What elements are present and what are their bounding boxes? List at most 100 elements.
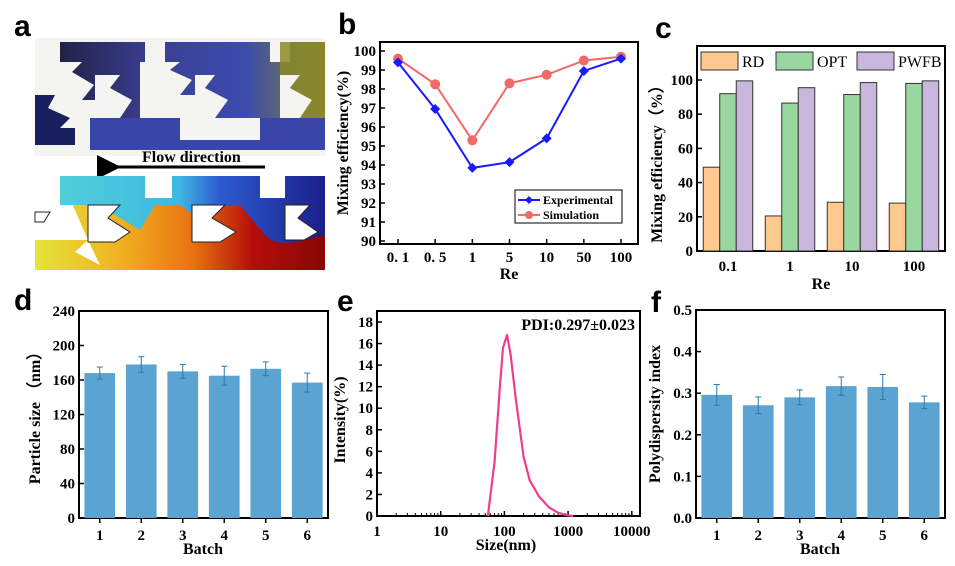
y-tick-label-d: 160 — [53, 373, 76, 389]
flow-direction-label: Flow direction — [142, 149, 241, 166]
data-point-simulation — [578, 55, 589, 66]
y-tick-label-b: 91 — [361, 215, 376, 231]
panel-letter-f: f — [651, 286, 662, 319]
panel-letter-e: e — [337, 285, 354, 318]
y-tick-label-b: 96 — [361, 120, 377, 136]
x-tick-label-d: 6 — [304, 528, 312, 544]
y-tick-label-f: 0.0 — [673, 511, 692, 527]
y-tick-label-d: 200 — [53, 339, 76, 355]
y-tick-label-d: 0 — [68, 511, 76, 527]
plot-frame-f — [695, 309, 946, 519]
bar-opt — [781, 102, 799, 252]
x-tick-label-e: 100 — [493, 524, 516, 540]
y-tick-label-c: 80 — [678, 107, 693, 123]
y-tick-label-f: 0.5 — [673, 303, 692, 319]
y-tick-label-b: 95 — [361, 139, 376, 155]
panel-b-line-chart: b 90 91 92 93 94 95 96 97 98 99 100 0. 1 0. 5 1 5 10 50 1… — [335, 8, 639, 283]
panel-f-bar-chart: f 0.0 0.1 0.2 0.3 0.4 0.5 1 2 3 4 5 6 Batch Polydis… — [647, 286, 946, 558]
data-point-experimental — [541, 133, 552, 144]
legend-swatch-pwfb — [856, 51, 895, 71]
panel-letter-d: d — [14, 284, 32, 317]
x-tick-label-f: 1 — [713, 528, 721, 544]
legend-box-b — [514, 189, 623, 224]
x-tick-label-d: 5 — [262, 528, 270, 544]
y-axis-label-d: Particle size （nm） — [26, 344, 44, 484]
x-tick-label-d: 1 — [96, 528, 104, 544]
y-tick-label-b: 100 — [354, 44, 377, 60]
data-point-simulation — [504, 78, 515, 89]
x-tick-label-c: 10 — [845, 259, 860, 275]
x-tick-label-b: 0. 5 — [424, 250, 447, 266]
y-tick-label-d: 80 — [60, 442, 75, 458]
bar-batch-3 — [167, 371, 199, 518]
x-tick-label-d: 3 — [179, 528, 187, 544]
y-tick-label-d: 120 — [53, 408, 76, 424]
bar-batch-5 — [250, 368, 282, 518]
legend-swatch-opt — [775, 51, 814, 71]
flow-direction-annotation: Flow direction — [97, 149, 265, 179]
bar-batch-2 — [742, 405, 774, 518]
x-tick-label-b: 50 — [576, 250, 591, 266]
data-point-experimental — [430, 103, 441, 114]
y-axis-label-e: Intensity(%) — [332, 376, 349, 463]
y-tick-label-f: 0.1 — [673, 469, 692, 485]
x-tick-label-b: 100 — [610, 250, 633, 266]
x-tick-label-c: 1 — [786, 259, 794, 275]
y-tick-label-e: 8 — [366, 423, 374, 439]
x-tick-label-e: 10000 — [613, 524, 651, 540]
panel-letter-a: a — [14, 10, 31, 43]
bar-opt — [719, 93, 737, 252]
data-point-simulation — [541, 69, 552, 80]
data-point-experimental — [578, 65, 589, 76]
x-tick-label-e: 10 — [433, 524, 448, 540]
y-tick-label-f: 0.4 — [673, 345, 692, 361]
plot-frame-d — [78, 310, 329, 519]
y-axis-label-b: Mixing efficiency(%) — [335, 71, 352, 215]
y-tick-label-b: 92 — [361, 196, 376, 212]
y-tick-label-e: 12 — [358, 380, 373, 396]
y-tick-label-e: 6 — [366, 444, 374, 460]
panel-letter-c: c — [655, 12, 672, 45]
legend-label: Experimental — [543, 193, 614, 207]
panel-e-size-distribution: e 0 2 4 6 8 10 12 14 16 18 1 10 100 1000 10000 PDI:0.2… — [332, 285, 651, 554]
bar-pwfb — [735, 80, 754, 252]
x-axis-label-e: Size(nm) — [476, 537, 536, 554]
y-tick-label-e: 14 — [358, 358, 374, 374]
data-point-simulation — [430, 79, 441, 90]
y-tick-label-e: 18 — [358, 315, 373, 331]
x-tick-label-d: 4 — [221, 528, 229, 544]
x-axis-label-b: Re — [500, 266, 519, 283]
x-tick-label-b: 5 — [506, 250, 514, 266]
x-tick-label-c: 100 — [903, 259, 926, 275]
y-tick-label-c: 40 — [678, 176, 693, 192]
legend-label: RD — [742, 54, 764, 71]
x-tick-label-f: 5 — [879, 528, 887, 544]
x-tick-label-e: 1000 — [553, 524, 583, 540]
legend-label: PWFB — [898, 54, 942, 71]
y-tick-label-e: 10 — [358, 401, 373, 417]
y-tick-label-e: 4 — [366, 466, 374, 482]
y-tick-label-e: 16 — [358, 337, 374, 353]
y-tick-label-f: 0.3 — [673, 386, 692, 402]
y-tick-label-c: 20 — [678, 210, 693, 226]
y-tick-label-c: 60 — [678, 141, 693, 157]
y-tick-label-c: 0 — [686, 244, 694, 260]
simulation-concentration-map — [34, 176, 325, 270]
x-axis-label-d: Batch — [183, 541, 223, 558]
bar-batch-1 — [701, 394, 733, 518]
data-point-simulation — [467, 135, 478, 146]
bar-batch-5 — [867, 386, 899, 518]
x-tick-label-f: 4 — [838, 528, 846, 544]
x-tick-label-f: 2 — [755, 528, 763, 544]
y-tick-label-c: 100 — [671, 73, 694, 89]
bar-opt — [905, 82, 923, 252]
bar-batch-4 — [208, 375, 240, 518]
pdi-annotation: PDI:0.297±0.023 — [521, 317, 635, 334]
x-tick-label-c: 0.1 — [719, 259, 738, 275]
data-point-experimental — [467, 162, 478, 173]
bar-batch-2 — [125, 364, 157, 518]
panel-d-bar-chart: d 0 40 80 120 160 200 240 1 2 3 4 5 6 Batch Particle… — [14, 284, 329, 558]
bar-batch-1 — [84, 373, 116, 518]
y-tick-label-b: 90 — [361, 234, 376, 250]
